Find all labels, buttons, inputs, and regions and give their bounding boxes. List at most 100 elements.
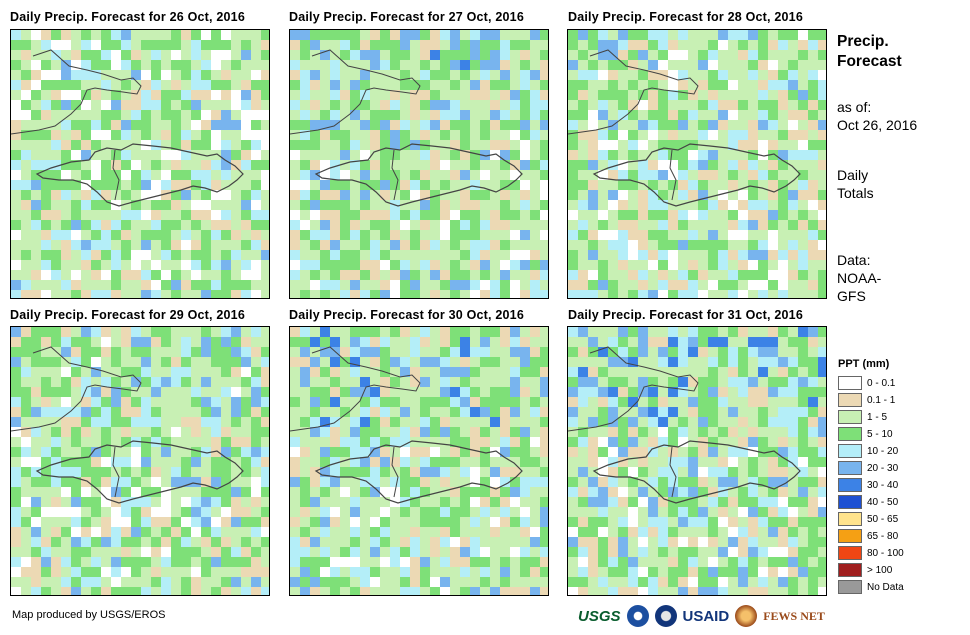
precip-cell (658, 587, 668, 595)
precip-cell (460, 457, 470, 467)
precip-cell (530, 190, 540, 200)
precip-cell (161, 210, 171, 220)
precip-cell (31, 290, 41, 298)
precip-cell (758, 230, 768, 240)
precip-cell (698, 30, 708, 40)
precip-cell (191, 507, 201, 517)
precip-cell (171, 487, 181, 497)
precip-cell (71, 220, 81, 230)
precip-cell (530, 200, 540, 210)
precip-cell (71, 290, 81, 298)
precip-cell (658, 160, 668, 170)
precip-cell (540, 517, 548, 527)
precip-cell (648, 357, 658, 367)
precip-cell (241, 517, 251, 527)
precip-cell (81, 210, 91, 220)
precip-cell (638, 447, 648, 457)
precip-cell (758, 120, 768, 130)
precip-cell (380, 110, 390, 120)
precip-cell (400, 220, 410, 230)
precip-cell (231, 120, 241, 130)
precip-cell (171, 587, 181, 595)
precip-cell (540, 497, 548, 507)
precip-cell (231, 70, 241, 80)
precip-cell (300, 457, 310, 467)
precip-cell (628, 50, 638, 60)
precip-cell (520, 230, 530, 240)
precip-cell (440, 327, 450, 337)
precip-cell (788, 120, 798, 130)
precip-cell (261, 40, 269, 50)
precip-cell (588, 327, 598, 337)
precip-cell (808, 100, 818, 110)
precip-cell (598, 200, 608, 210)
precip-cell (450, 220, 460, 230)
precip-cell (91, 270, 101, 280)
precip-cell (738, 387, 748, 397)
precip-cell (578, 327, 588, 337)
precip-cell (420, 517, 430, 527)
precip-cell (628, 150, 638, 160)
precip-cell (598, 60, 608, 70)
precip-cell (578, 447, 588, 457)
precip-cell (460, 577, 470, 587)
precip-cell (568, 457, 578, 467)
precip-cell (628, 547, 638, 557)
precip-cell (71, 230, 81, 240)
precip-cell (380, 507, 390, 517)
precip-cell (490, 80, 500, 90)
precip-cell (300, 367, 310, 377)
precip-cell (390, 527, 400, 537)
precip-cell (370, 280, 380, 290)
precip-cell (181, 200, 191, 210)
precip-cell (310, 200, 320, 210)
precip-cell (261, 577, 269, 587)
precip-cell (460, 30, 470, 40)
precip-cell (171, 70, 181, 80)
precip-cell (151, 240, 161, 250)
precip-cell (31, 80, 41, 90)
precip-cell (440, 210, 450, 220)
precip-cell (718, 557, 728, 567)
precip-cell (678, 100, 688, 110)
precip-cell (450, 60, 460, 70)
precip-cell (430, 80, 440, 90)
precip-cell (231, 467, 241, 477)
precip-cell (598, 70, 608, 80)
precip-cell (11, 417, 21, 427)
precip-cell (540, 80, 548, 90)
precip-cell (490, 130, 500, 140)
precip-cell (588, 517, 598, 527)
precip-cell (121, 337, 131, 347)
precip-cell (698, 527, 708, 537)
precip-cell (798, 120, 808, 130)
precip-cell (330, 437, 340, 447)
precip-cell (618, 160, 628, 170)
precip-cell (181, 327, 191, 337)
precip-cell (500, 290, 510, 298)
precip-cell (688, 397, 698, 407)
precip-cell (290, 60, 300, 70)
precip-cell (231, 447, 241, 457)
precip-cell (708, 160, 718, 170)
precip-cell (440, 357, 450, 367)
precip-cell (568, 587, 578, 595)
precip-cell (360, 557, 370, 567)
precip-cell (161, 407, 171, 417)
usgs-logo: USGS (578, 607, 621, 625)
precip-cell (578, 70, 588, 80)
precip-cell (61, 507, 71, 517)
precip-cell (400, 170, 410, 180)
precip-cell (211, 240, 221, 250)
precip-cell (460, 397, 470, 407)
precip-cell (718, 240, 728, 250)
precip-cell (360, 427, 370, 437)
precip-cell (410, 477, 420, 487)
precip-cell (748, 577, 758, 587)
precip-cell (241, 250, 251, 260)
precip-cell (41, 80, 51, 90)
precip-cell (131, 587, 141, 595)
precip-cell (390, 220, 400, 230)
precip-cell (738, 230, 748, 240)
precip-cell (360, 477, 370, 487)
